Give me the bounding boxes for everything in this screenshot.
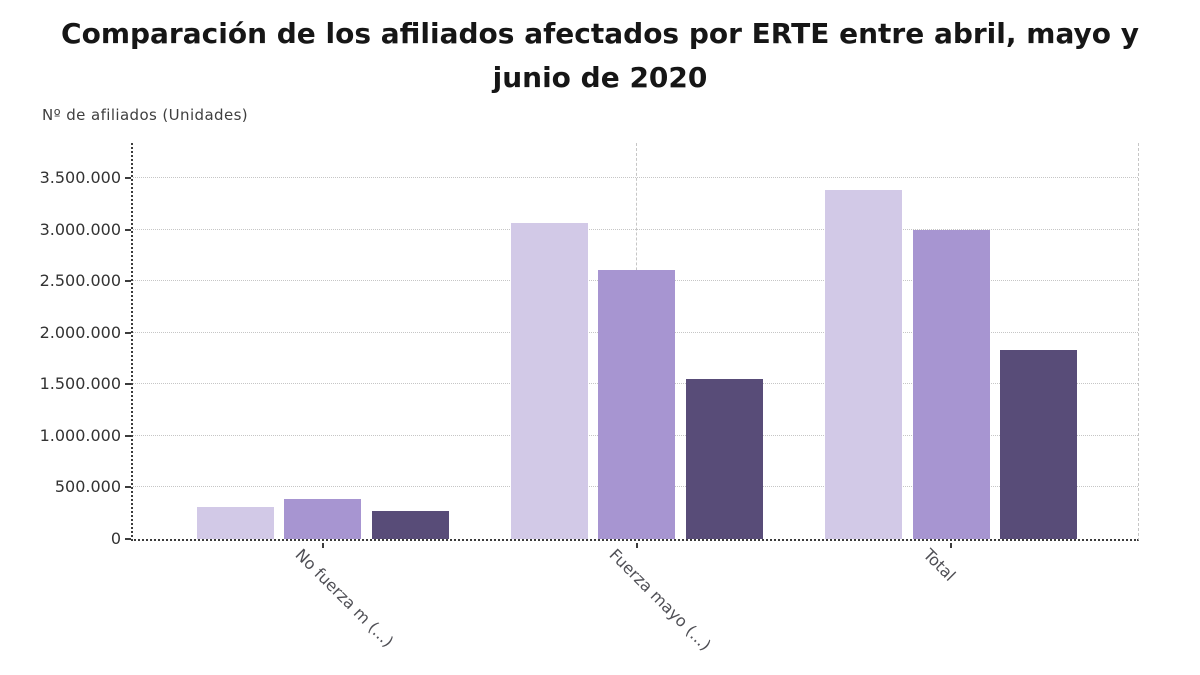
y-tick-label: 1.500.000 [39,374,121,394]
y-tick-label: 3.000.000 [39,219,121,239]
bar-mayo-3[interactable] [912,229,990,539]
bar-mayo-2[interactable] [598,270,675,539]
x-tick-mark [321,543,324,548]
bar-abril-3[interactable] [825,189,903,539]
x-label-anchor: No fuerza m (...) [292,545,436,651]
y-tick-mark [125,538,131,540]
x-axis-label: Fuerza mayo (...) [605,545,715,655]
y-tick-mark [125,383,131,386]
y-tick-label: 500.000 [54,477,121,497]
bar-group [510,143,763,539]
chart-title: Comparación de los afiliados afectados p… [0,0,1200,100]
bar-junio-2[interactable] [685,379,763,539]
x-tick-mark [950,543,953,548]
bar-junio-1[interactable] [371,510,449,539]
x-label-anchor: Fuerza mayo (...) [605,545,755,654]
y-axis-title: Nº de afiliados (Unidades) [42,106,249,124]
y-tick-mark [125,280,131,283]
bar-mayo-1[interactable] [284,499,362,539]
x-axis-label: Total [919,545,960,585]
bar-group [196,143,449,539]
y-tick-label: 3.500.000 [39,168,121,188]
chart-title-line1: Comparación de los afiliados afectados p… [61,17,1139,50]
y-tick-mark [125,177,131,180]
y-tick-mark [125,434,131,437]
y-tick-mark [125,228,131,231]
y-tick-label: 2.500.000 [39,271,121,291]
y-tick-mark [125,486,131,489]
y-tick-label: 1.000.000 [39,425,121,445]
y-tick-label: 2.000.000 [39,322,121,342]
x-label-anchor: Total [920,545,970,585]
plot-area: 0 500.000 1.000.000 1.500.000 2.000.000 2.500… [40,143,1139,654]
x-axis-label: No fuerza m (...) [291,545,398,651]
x-tick-mark [635,543,638,548]
bar-junio-3[interactable] [1000,350,1078,539]
chart-title-line2: junio de 2020 [492,61,708,94]
y-tick-label: 0 [110,529,121,548]
bar-group [825,143,1078,539]
bar-abril-1[interactable] [196,507,274,539]
bar-abril-2[interactable] [510,222,588,539]
y-tick-mark [125,331,131,334]
